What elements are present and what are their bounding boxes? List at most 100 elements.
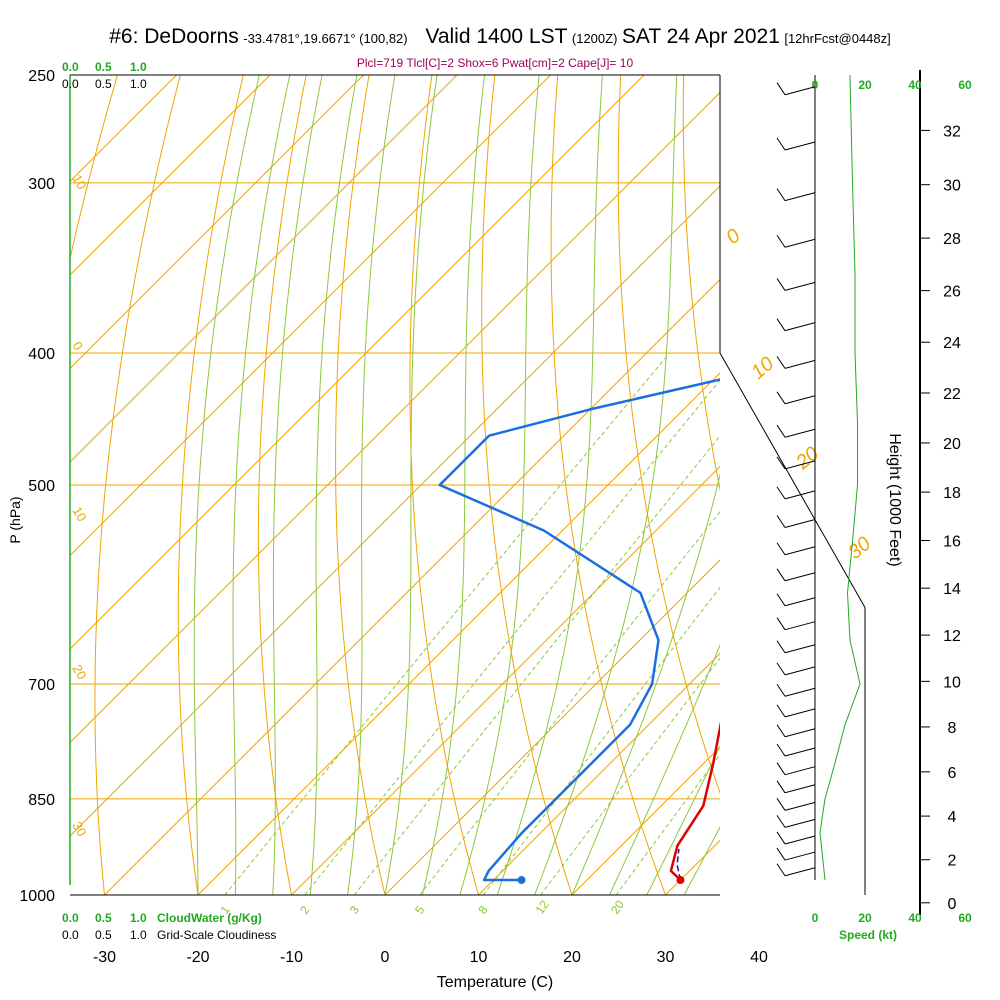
isotherm-line [70,75,271,276]
wind-barb [784,747,816,757]
wind-barb-flag [776,424,786,438]
wind-barb [784,666,816,676]
isotherm-line [70,75,364,370]
mixing-ratio-label: 12 [533,897,552,916]
wind-barb [784,687,816,697]
wind-barb [784,141,816,151]
dry-adiabat [481,75,573,895]
cloudiness-scale-bottom: 0.5 [95,928,112,942]
page-title: #6: DeDoorns -33.4781°,19.6671° (100,82)… [0,25,1000,49]
wind-barb-flag [776,278,786,291]
background-lines [70,51,1000,924]
moist-adiabat [347,75,396,895]
dry-adiabat [335,75,386,895]
wind-barb-flag [776,662,786,676]
dry-adiabat-label: 30 [69,819,89,839]
height-tick-label: 10 [943,674,961,691]
isotherm-line [70,75,645,650]
wind-barb-flag [776,391,786,405]
surface-dewpoint-marker [517,876,526,885]
wind-barb [784,708,816,718]
temperature-tick-label: -30 [93,949,116,966]
cloudiness-scale-bottom: 0.0 [62,928,79,942]
dry-adiabat [617,75,720,795]
speed-scale-top: 20 [858,78,872,92]
wind-barb [784,395,816,405]
wind-barb-flag [776,847,786,861]
mixing-ratio-label: 20 [608,897,627,916]
height-tick-label: 32 [943,123,961,140]
wind-barb [784,644,816,654]
wind-barb [784,835,816,845]
wind-barb [784,766,816,776]
wind-barb-flag [776,640,786,653]
frame-right-slant [719,352,866,895]
mixing-ratio-line [353,435,720,895]
wind-barb [784,518,816,528]
cloud-water-scale-top: 0.5 [95,60,112,74]
dry-adiabat [409,75,480,895]
wind-barb-flag [776,486,786,500]
isotherm-line [104,278,720,895]
isotherm-line [478,652,720,895]
dry-adiabat [177,75,244,895]
height-tick-label: 12 [943,628,961,645]
speed-scale-bottom: 60 [958,911,972,925]
wind-barb-flag [776,137,786,151]
wind-barb-flag [776,831,786,845]
mixing-ratio-label: 2 [297,903,312,917]
height-tick-label: 24 [943,335,961,352]
mixing-ratio-line [304,379,720,895]
cloudiness-label: Grid-Scale Cloudiness [157,928,276,942]
pressure-tick-label: 850 [28,792,55,809]
dewpoint-line [438,378,720,882]
dry-adiabat [257,75,307,895]
temperature-tick-label: 10 [470,949,488,966]
isotherm-label: 30 [844,533,875,564]
wind-barb-flag [776,724,786,738]
moist-adiabat [534,75,678,895]
speed-label: Speed (kt) [839,928,897,942]
height-tick-label: 4 [948,809,957,826]
wind-barb [784,546,816,556]
wind-barb-flag [776,780,786,794]
moist-adiabat [571,472,720,895]
height-tick-label: 26 [943,284,961,301]
wind-barb [784,460,816,470]
sounding-parameters: Plcl=719 Tlcl[C]=2 Shox=6 Pwat[cm]=2 Cap… [356,56,634,70]
mixing-ratio-line [540,657,720,895]
dry-adiabat [94,75,181,895]
speed-scale-top: 40 [908,78,922,92]
dry-adiabat [808,51,1000,924]
wind-barb-flag [776,593,786,607]
temperature-tick-label: -10 [280,949,303,966]
dry-adiabat [995,51,1000,924]
wind-barb-flag [776,762,786,775]
chart-frame [69,74,866,896]
isotherm-label: 10 [747,353,778,384]
cloud-water-scale-bottom: 0.0 [62,911,79,925]
dry-adiabat [682,75,720,492]
cloud-water-scale-bottom: 1.0 [130,911,147,925]
dry-adiabat-label: 10 [69,504,89,524]
moist-adiabat [384,75,438,895]
wind-barb [784,801,816,811]
dry-adiabat [550,75,667,895]
cloudiness-scale-bottom: 1.0 [130,928,147,942]
wind-barb-flag [776,568,786,582]
wind-barb-flag [776,318,786,331]
isotherm-line [70,75,458,463]
temperature-line [669,721,720,881]
wind-barb [784,192,816,202]
wind-barb [784,597,816,607]
height-tick-label: 20 [943,436,961,453]
cloud-water-scale-bottom: 0.5 [95,911,112,925]
surface-temperature-marker [676,876,685,885]
height-axis-label: Height (1000 Feet) [886,433,903,566]
valid-time: Valid 1400 LST [425,25,568,48]
wind-barb [784,86,816,96]
wind-barb-flag [776,456,786,470]
height-tick-label: 0 [948,896,957,913]
